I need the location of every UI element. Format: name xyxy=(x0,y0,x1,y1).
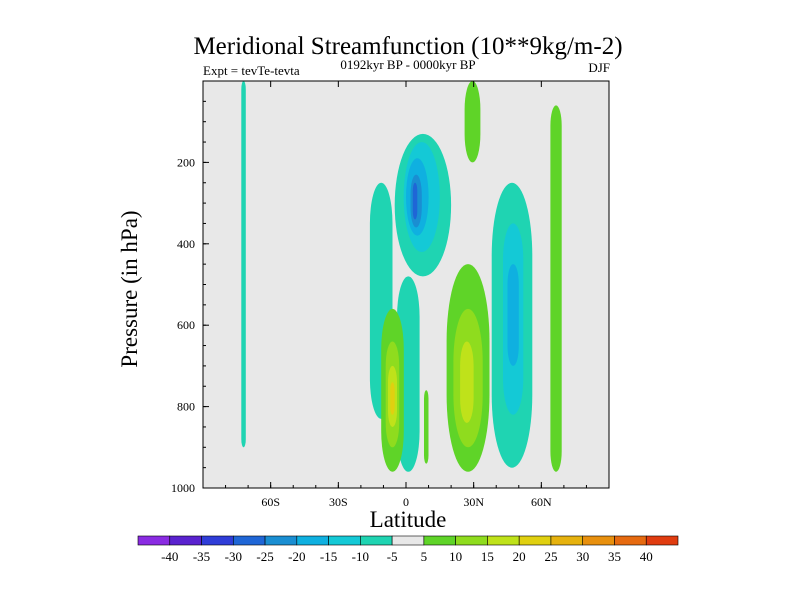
contour-narrow-band-75s xyxy=(241,81,246,448)
y-axis-label: Pressure (in hPa) xyxy=(117,210,142,367)
y-tick-label: 800 xyxy=(177,400,195,414)
colorbar-swatch xyxy=(137,535,171,546)
colorbar-swatch xyxy=(455,535,488,546)
colorbar-swatch xyxy=(391,535,425,546)
contour-positive-south-20 xyxy=(390,382,395,415)
colorbar: -40 -35 -30 -25 -20 -15 -10 -5 5 10 15 20 25 30 35 40 xyxy=(137,535,679,564)
colorbar-swatch xyxy=(232,535,266,546)
y-tick-label: 600 xyxy=(177,318,195,332)
colorbar-label: 25 xyxy=(544,549,557,564)
x-axis-label: Latitude xyxy=(370,507,447,532)
colorbar-label: 35 xyxy=(608,549,621,564)
contour-band-45n-15 xyxy=(507,264,519,366)
y-tick-label: 200 xyxy=(177,155,195,169)
colorbar-label: 10 xyxy=(449,549,462,564)
colorbar-swatch xyxy=(645,535,679,546)
x-tick-label: 60N xyxy=(531,495,552,509)
colorbar-label: -15 xyxy=(320,549,337,564)
colorbar-label: -5 xyxy=(387,549,398,564)
colorbar-swatch xyxy=(264,535,298,546)
colorbar-label: 40 xyxy=(640,549,653,564)
colorbar-label: 30 xyxy=(576,549,589,564)
colorbar-swatch xyxy=(614,535,647,546)
colorbar-label: 20 xyxy=(513,549,526,564)
colorbar-label: -40 xyxy=(161,549,178,564)
right-subtitle: DJF xyxy=(588,60,610,75)
contour-positive-25n-15 xyxy=(460,341,474,423)
y-tick-label: 400 xyxy=(177,237,195,251)
center-subtitle: 0192kyr BP - 0000kyr BP xyxy=(340,57,475,72)
colorbar-label: 15 xyxy=(481,549,494,564)
colorbar-swatch xyxy=(550,535,584,546)
colorbar-label: -30 xyxy=(225,549,242,564)
colorbar-swatch xyxy=(169,535,202,546)
colorbar-swatch xyxy=(328,535,361,546)
x-tick-label: 30S xyxy=(329,495,348,509)
colorbar-label: -20 xyxy=(288,549,305,564)
x-tick-label: 0 xyxy=(403,495,409,509)
y-tick-label: 1000 xyxy=(171,481,195,495)
contour-positive-band-67n xyxy=(550,105,562,472)
y-axis: 200 400 600 800 1000 xyxy=(171,100,209,495)
contour-positive-top-center xyxy=(464,81,481,163)
x-tick-label: 30N xyxy=(463,495,484,509)
colorbar-swatch xyxy=(582,535,615,546)
colorbar-label: -35 xyxy=(193,549,210,564)
colorbar-swatch xyxy=(296,535,329,546)
colorbar-swatch xyxy=(423,535,456,546)
x-axis: 60S 30S 0 30N 60N xyxy=(225,81,587,509)
colorbar-label: -25 xyxy=(256,549,273,564)
x-tick-label: 60S xyxy=(261,495,280,509)
contour-cell-5s-25 xyxy=(412,182,418,220)
colorbar-label: 5 xyxy=(421,549,428,564)
colorbar-swatch xyxy=(518,535,552,546)
colorbar-swatch xyxy=(487,535,520,546)
contour-positive-north-eq xyxy=(424,390,429,464)
colorbar-label: -10 xyxy=(352,549,369,564)
colorbar-swatch xyxy=(201,535,234,546)
chart-title: Meridional Streamfunction (10**9kg/m-2) xyxy=(193,33,622,60)
colorbar-swatch xyxy=(360,535,393,546)
left-subtitle: Expt = tevTe-tevta xyxy=(203,63,300,78)
